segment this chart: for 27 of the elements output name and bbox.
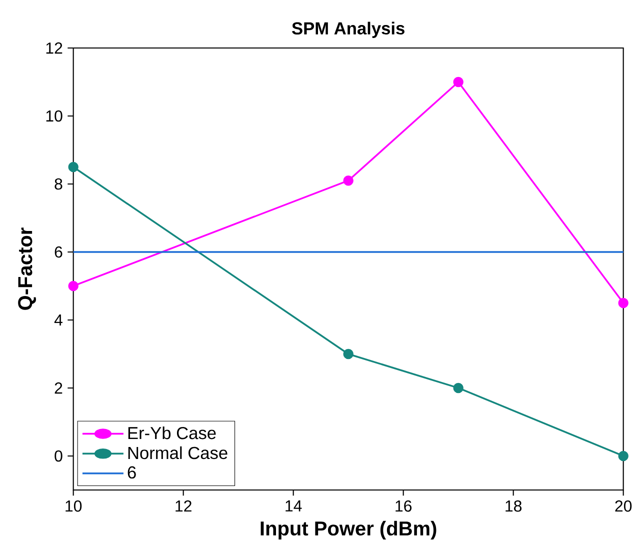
y-tick-label: 12 (46, 42, 62, 54)
chart-title: SPM Analysis (292, 22, 404, 38)
point (453, 76, 464, 88)
y-tick-label: 6 (54, 246, 62, 258)
y-tick-label: 0 (54, 450, 62, 462)
point (68, 280, 78, 292)
y-tick-label: 2 (54, 382, 62, 394)
point (68, 162, 78, 172)
y-tick-label: 10 (46, 110, 62, 122)
x-tick-label: 14 (286, 500, 302, 512)
point (453, 382, 464, 394)
x-tick-label: 10 (66, 500, 82, 512)
point (618, 450, 628, 462)
x-tick-label: 20 (615, 500, 632, 512)
x-tick-label: 12 (176, 500, 192, 512)
legend-label: 6 (128, 466, 136, 479)
x-tick-label: 18 (506, 500, 522, 512)
y-axis-title: Q-Factor (18, 228, 36, 310)
legend-label: Er-Yb Case (128, 426, 216, 440)
point (343, 175, 354, 186)
point (343, 348, 354, 360)
x-tick-label: 16 (396, 500, 412, 512)
y-tick-label: 8 (54, 178, 62, 190)
x-axis-title: Input Power (dBm) (260, 520, 436, 540)
y-tick-label: 4 (54, 314, 62, 326)
legend-label: Normal Case (128, 446, 228, 460)
point (618, 298, 628, 308)
